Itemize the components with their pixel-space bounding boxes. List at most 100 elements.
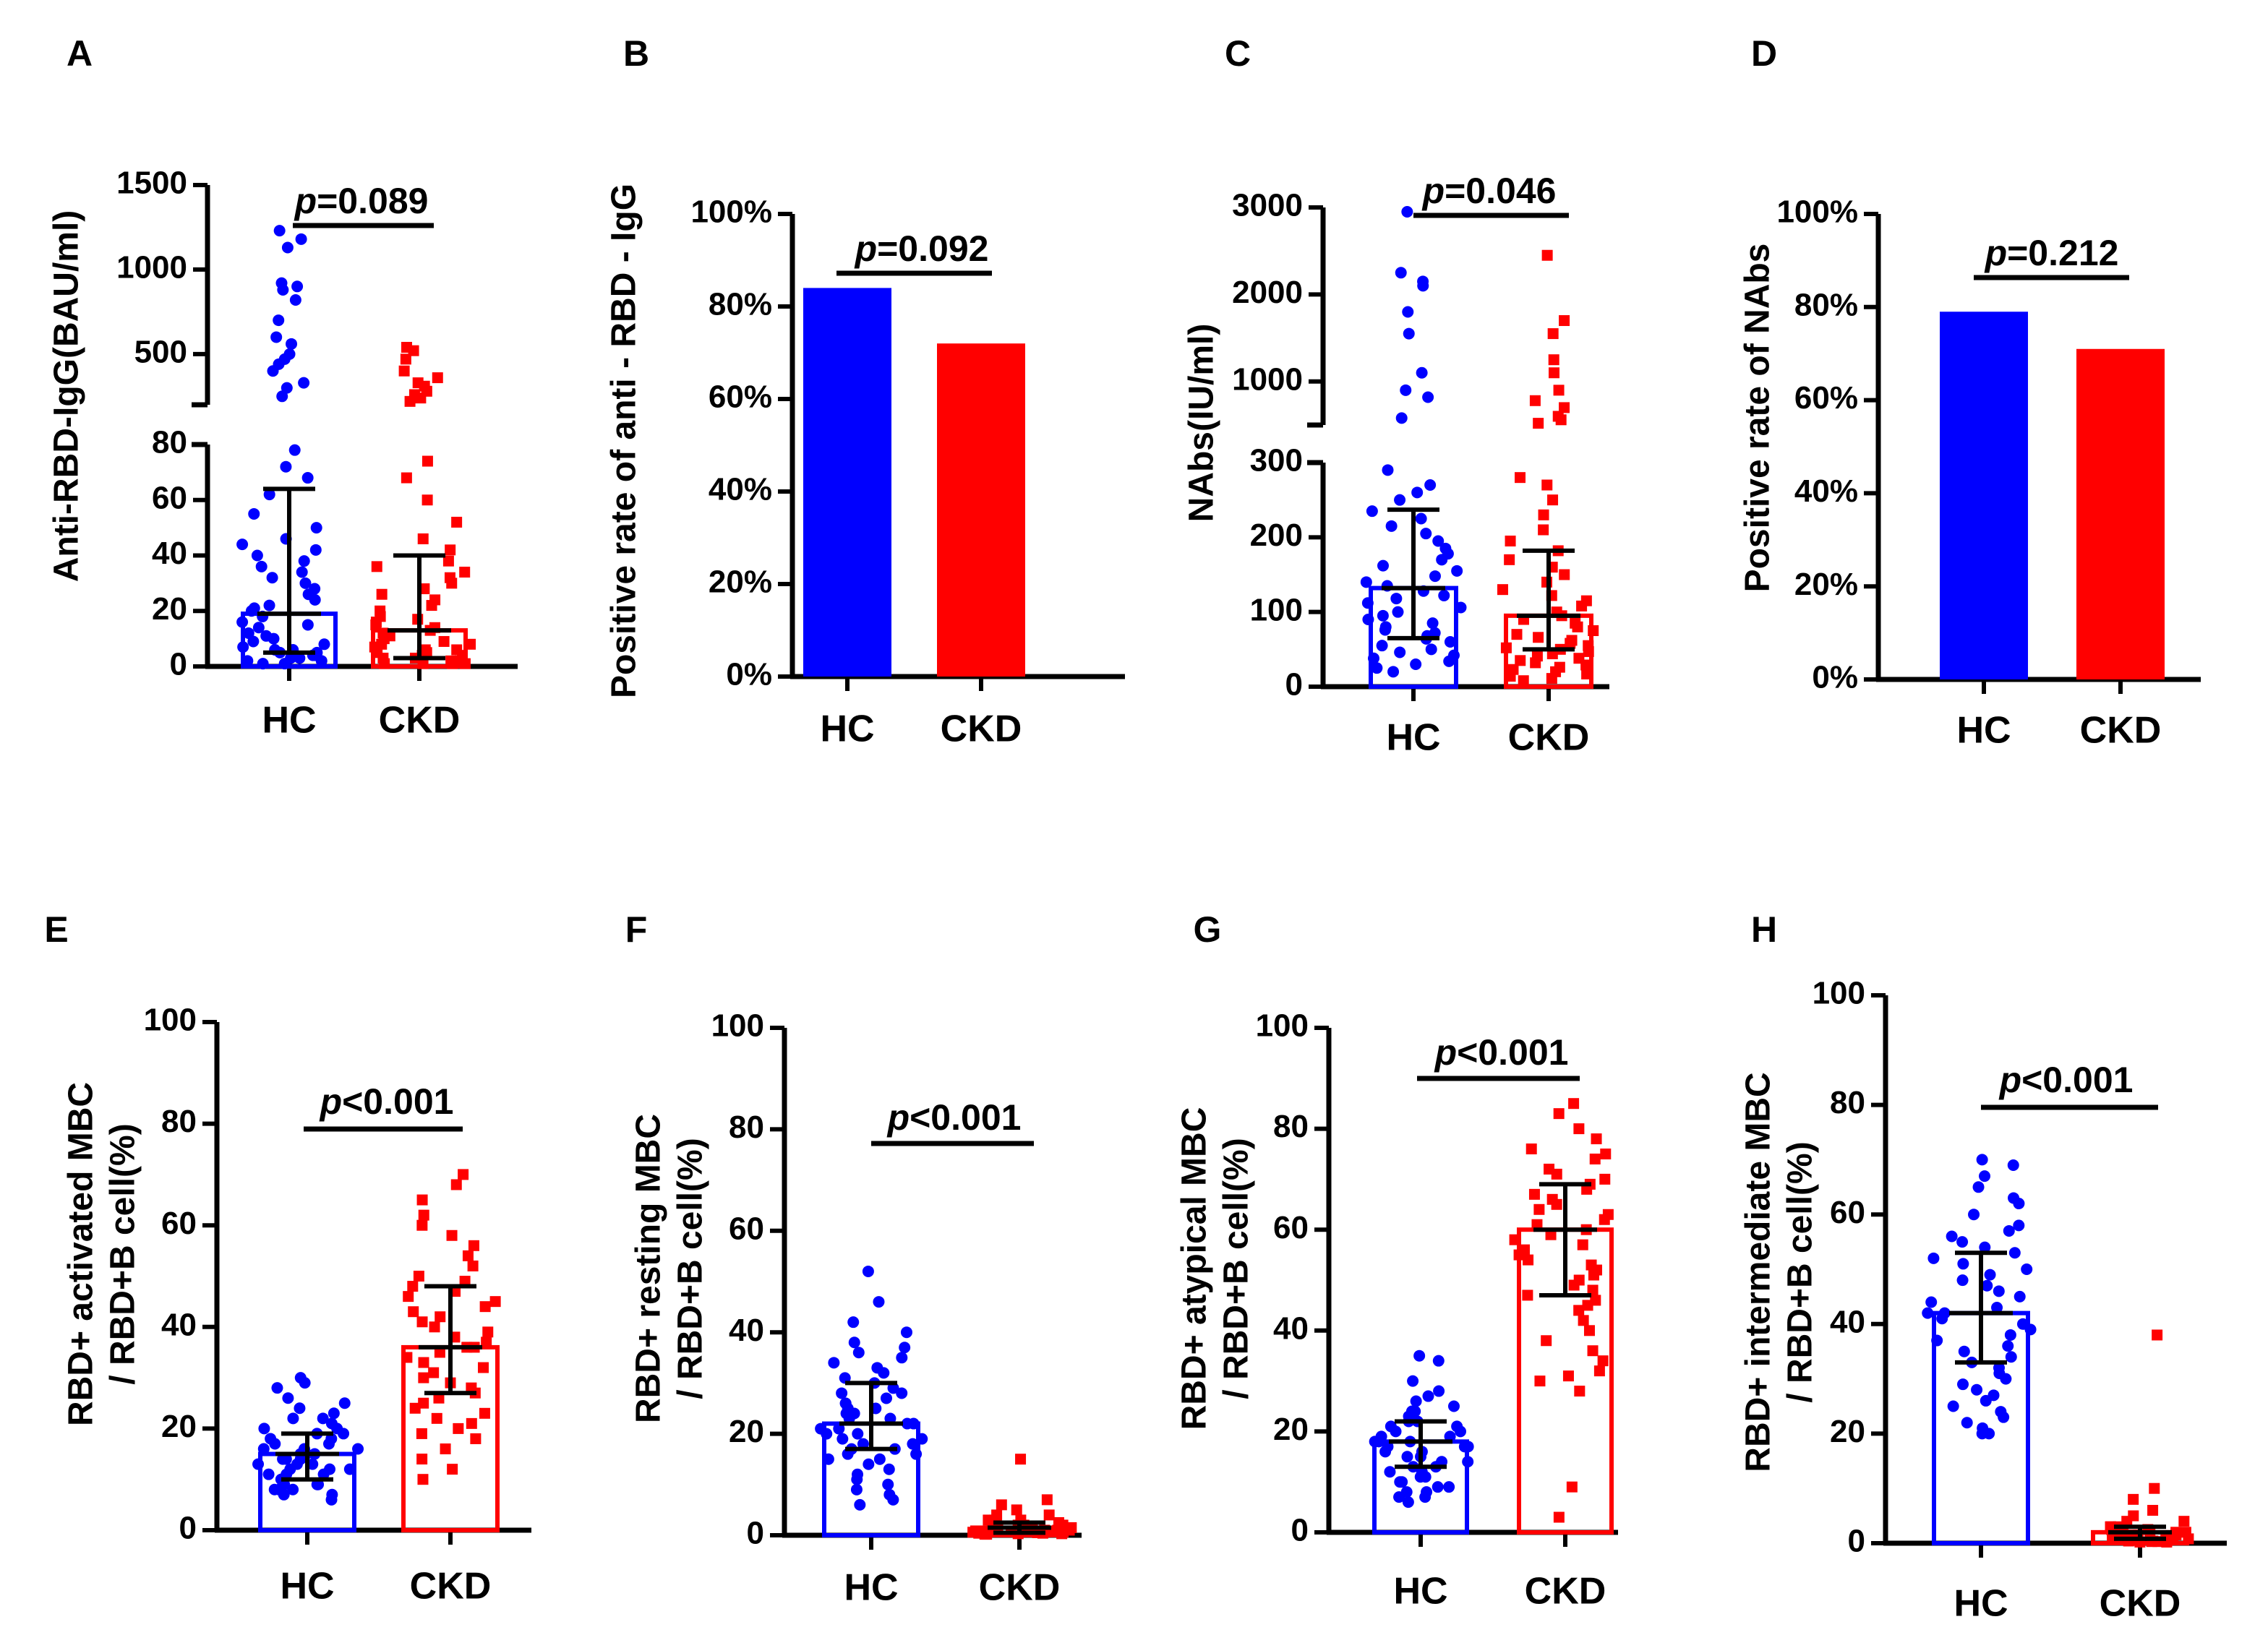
panel-c-point-ckd bbox=[1576, 600, 1588, 611]
panel-h-point-hc bbox=[2005, 1351, 2017, 1363]
panel-c-letter: C bbox=[1225, 33, 1251, 74]
panel-a-point-hc bbox=[257, 658, 269, 670]
panel-c-point-hc bbox=[1400, 384, 1412, 396]
panel-c-point-hc bbox=[1362, 614, 1374, 625]
panel-a-point-hc bbox=[280, 460, 292, 473]
panel-h-point-hc bbox=[1980, 1394, 1992, 1407]
panel-h-point-hc bbox=[1956, 1274, 1969, 1287]
panel-f-point-hc bbox=[847, 1316, 860, 1329]
panel-e-point-ckd bbox=[477, 1362, 489, 1373]
panel-g-point-hc bbox=[1462, 1456, 1474, 1468]
panel-f-point-ckd bbox=[1043, 1509, 1055, 1521]
panel-e-errorbar-ckd bbox=[419, 1284, 482, 1396]
panel-a: A 0 20 40 60 80 500 1000 1500 Anti-RBD-IgG(BAU/ml… bbox=[48, 33, 518, 742]
panel-c-point-hc bbox=[1366, 505, 1378, 518]
panel-a-p-value-text: =0.089 bbox=[317, 181, 428, 221]
panel-f-point-hc bbox=[836, 1433, 849, 1445]
panel-a-point-ckd bbox=[415, 392, 427, 404]
panel-e-point-hc bbox=[317, 1468, 330, 1480]
panel-c-category-hc: HC bbox=[1386, 717, 1440, 759]
panel-c-point-hc bbox=[1385, 520, 1398, 532]
panel-g-p-value-text: <0.001 bbox=[1457, 1032, 1568, 1073]
panel-g-errorbar-hc bbox=[1389, 1419, 1452, 1469]
panel-g-point-ckd bbox=[1551, 1198, 1562, 1210]
panel-e-point-ckd bbox=[468, 1240, 479, 1251]
panel-h-point-hc bbox=[1993, 1285, 2005, 1297]
panel-a-point-hc bbox=[291, 280, 304, 293]
panel-e-points-hc bbox=[252, 1372, 364, 1506]
panel-g-point-ckd bbox=[1522, 1289, 1533, 1301]
panel-e-point-hc bbox=[262, 1468, 275, 1480]
panel-d-p-symbol: p bbox=[1984, 233, 2008, 273]
panel-e-point-hc bbox=[299, 1377, 311, 1389]
panel-g-point-hc bbox=[1433, 1385, 1445, 1397]
panel-a-point-hc bbox=[268, 632, 280, 645]
panel-f-ytick-label: 0 bbox=[747, 1516, 764, 1551]
panel-e-ytick-label: 40 bbox=[161, 1307, 197, 1342]
panel-h-point-hc bbox=[2024, 1323, 2037, 1336]
panel-c-point-ckd bbox=[1549, 367, 1560, 379]
panel-e-point-ckd bbox=[435, 1311, 446, 1323]
panel-h-point-hc bbox=[2013, 1219, 2025, 1232]
panel-a-point-hc bbox=[266, 572, 278, 584]
panel-c-point-ckd bbox=[1588, 625, 1599, 636]
panel-g-ytick-label: 60 bbox=[1273, 1210, 1309, 1245]
panel-a-point-ckd bbox=[401, 472, 412, 484]
panel-e-point-hc bbox=[287, 1412, 299, 1425]
panel-c-category-ckd: CKD bbox=[1508, 717, 1590, 759]
panel-g-point-hc bbox=[1407, 1375, 1419, 1387]
panel-b-bar-hc bbox=[803, 288, 891, 677]
panel-g-point-ckd bbox=[1525, 1143, 1537, 1155]
panel-a-point-ckd bbox=[417, 533, 429, 544]
panel-f-point-hc bbox=[833, 1422, 845, 1435]
panel-e-point-hc bbox=[287, 1483, 299, 1495]
panel-c-point-hc bbox=[1390, 593, 1403, 605]
panel-c-point-ckd bbox=[1580, 659, 1592, 671]
panel-g-point-hc bbox=[1379, 1446, 1392, 1458]
panel-h-point-hc bbox=[1961, 1417, 1973, 1429]
panel-g-errorbar-ckd bbox=[1533, 1182, 1597, 1297]
panel-g-point-ckd bbox=[1582, 1300, 1593, 1311]
panel-a-point-hc bbox=[273, 225, 286, 237]
panel-c-point-hc bbox=[1376, 640, 1388, 652]
panel-f-point-hc bbox=[883, 1463, 895, 1475]
panel-e-point-hc bbox=[317, 1412, 329, 1425]
panel-a-point-ckd bbox=[400, 353, 411, 365]
panel-a-p-value: p=0.089 bbox=[294, 181, 429, 221]
panel-c-point-hc bbox=[1392, 606, 1404, 618]
panel-f-point-hc bbox=[852, 1428, 864, 1440]
panel-a-point-ckd bbox=[398, 365, 410, 377]
panel-a-point-hc bbox=[270, 331, 283, 343]
panel-c-point-ckd bbox=[1538, 509, 1549, 520]
panel-f-point-ckd bbox=[1011, 1504, 1022, 1516]
panel-g-point-ckd bbox=[1593, 1365, 1605, 1377]
panel-d-p-value-text: =0.212 bbox=[2007, 233, 2118, 273]
panel-c-errorbar-ckd bbox=[1517, 548, 1580, 652]
panel-f-point-hc bbox=[836, 1387, 848, 1399]
panel-f-point-ckd bbox=[1056, 1528, 1068, 1540]
panel-f-point-hc bbox=[863, 1458, 875, 1470]
panel-b-letter: B bbox=[623, 33, 649, 74]
panel-c-point-ckd bbox=[1511, 629, 1523, 640]
panel-a-ytick-label-upper: 500 bbox=[134, 334, 187, 369]
panel-h-p-symbol: p bbox=[1998, 1060, 2022, 1100]
panel-e-point-ckd bbox=[417, 1474, 429, 1485]
panel-e-p-value-text: <0.001 bbox=[342, 1081, 453, 1122]
panel-g-point-ckd bbox=[1573, 1123, 1585, 1135]
panel-f-point-hc bbox=[884, 1412, 896, 1425]
panel-f-point-hc bbox=[878, 1367, 890, 1379]
panel-c-point-ckd bbox=[1559, 402, 1570, 413]
panel-a-errorbar-hc bbox=[257, 486, 321, 655]
panel-e-points-ckd bbox=[401, 1169, 501, 1485]
panel-c-point-hc bbox=[1394, 494, 1406, 506]
panel-g-point-ckd bbox=[1509, 1234, 1520, 1245]
panel-h-point-hc bbox=[1983, 1428, 1995, 1440]
panel-a-point-hc bbox=[255, 560, 268, 572]
panel-c-point-ckd bbox=[1581, 668, 1593, 679]
panel-e-point-hc bbox=[312, 1478, 325, 1490]
panel-g-point-hc bbox=[1432, 1481, 1444, 1493]
panel-f-point-hc bbox=[900, 1326, 912, 1339]
panel-h-ylabel-line2: / RBD+B cell(%) bbox=[1781, 1141, 1820, 1402]
panel-g-point-ckd bbox=[1583, 1325, 1595, 1336]
panel-d-ytick-label: 100% bbox=[1776, 194, 1858, 230]
